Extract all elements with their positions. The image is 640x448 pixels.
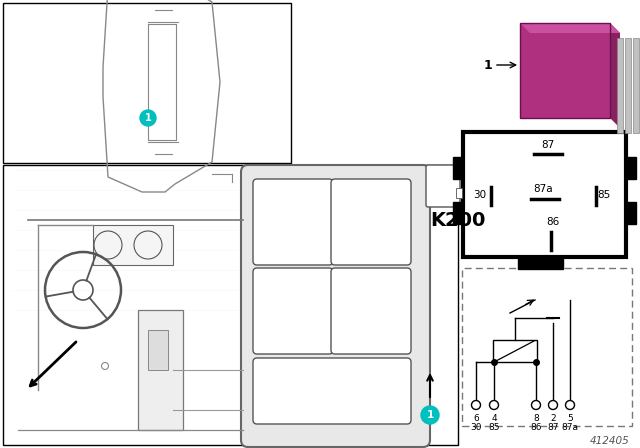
Bar (462, 268, 632, 426)
Bar (520, 23, 610, 118)
Bar (625, 38, 631, 133)
Bar (138, 310, 183, 430)
FancyBboxPatch shape (253, 268, 333, 354)
Text: 85: 85 (488, 422, 500, 431)
Polygon shape (610, 23, 620, 128)
Text: 5: 5 (567, 414, 573, 422)
Bar (518, 257, 563, 269)
FancyBboxPatch shape (426, 165, 460, 207)
Text: 412405: 412405 (590, 436, 630, 446)
Bar (626, 157, 636, 179)
Bar (633, 38, 639, 133)
Text: 86: 86 (531, 422, 541, 431)
Circle shape (140, 110, 156, 126)
FancyBboxPatch shape (331, 268, 411, 354)
FancyBboxPatch shape (331, 179, 411, 265)
Circle shape (472, 401, 481, 409)
Text: 1: 1 (483, 59, 492, 72)
Circle shape (490, 401, 499, 409)
FancyBboxPatch shape (241, 165, 430, 447)
Bar (520, 23, 610, 118)
Circle shape (566, 401, 575, 409)
Text: 8: 8 (533, 414, 539, 422)
FancyBboxPatch shape (253, 179, 333, 265)
Bar (148, 330, 168, 370)
Text: 87: 87 (541, 140, 555, 150)
Bar (463, 132, 626, 257)
Circle shape (421, 406, 439, 424)
Polygon shape (520, 23, 610, 118)
Text: 87: 87 (547, 422, 559, 431)
Text: 87a: 87a (561, 422, 579, 431)
Text: 30: 30 (470, 422, 482, 431)
Bar (3, 3, 291, 163)
Text: 87a: 87a (533, 184, 553, 194)
Polygon shape (520, 23, 620, 33)
Text: 30: 30 (473, 190, 486, 200)
Text: 6: 6 (473, 414, 479, 422)
Bar (626, 202, 636, 224)
Text: 4: 4 (491, 414, 497, 422)
FancyBboxPatch shape (253, 358, 411, 424)
Bar (453, 202, 463, 224)
Text: 85: 85 (598, 190, 611, 200)
Circle shape (548, 401, 557, 409)
Text: 2: 2 (550, 414, 556, 422)
Text: 86: 86 (547, 217, 559, 227)
Circle shape (531, 401, 541, 409)
Text: K200: K200 (430, 211, 485, 229)
Text: 1: 1 (145, 113, 152, 123)
Bar (456, 188, 462, 198)
Bar (617, 38, 623, 133)
Bar (3, 165, 458, 445)
Bar (93, 225, 173, 265)
Bar (453, 157, 463, 179)
Text: 1: 1 (426, 410, 434, 420)
Bar (493, 340, 537, 362)
